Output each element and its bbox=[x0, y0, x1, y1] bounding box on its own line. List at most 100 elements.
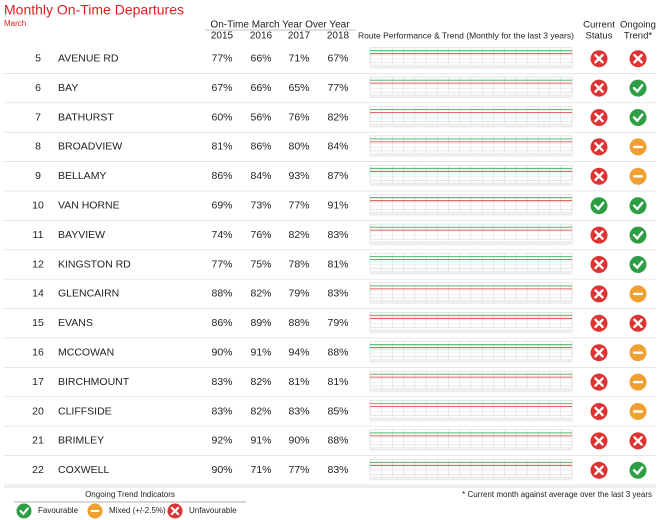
on-time-value: 86% bbox=[211, 317, 232, 329]
indicator-glyph bbox=[632, 201, 644, 211]
route-number: 5 bbox=[35, 52, 41, 64]
legend-title: Ongoing Trend Indicators bbox=[85, 490, 175, 499]
sparkline bbox=[369, 341, 573, 363]
indicator-glyph bbox=[170, 506, 180, 516]
indicator-unfavourable bbox=[590, 79, 608, 97]
indicator-glyph bbox=[594, 347, 604, 358]
title: Monthly On-Time Departures bbox=[4, 2, 184, 18]
route-name: MCCOWAN bbox=[58, 346, 114, 358]
route-name: BELLAMY bbox=[58, 170, 106, 182]
sparkline-label-band bbox=[370, 270, 572, 275]
indicator-circle bbox=[629, 79, 647, 97]
indicator-circle bbox=[629, 256, 647, 273]
on-time-value: 94% bbox=[288, 346, 309, 358]
indicator-favourable bbox=[590, 197, 608, 215]
indicator-favourable bbox=[629, 197, 647, 215]
on-time-value: 82% bbox=[250, 405, 271, 417]
indicator-glyph bbox=[593, 201, 605, 211]
on-time-value: 92% bbox=[211, 435, 232, 447]
indicator-unfavourable bbox=[590, 403, 608, 420]
indicator-circle bbox=[590, 197, 608, 215]
sparkline-label-band bbox=[370, 64, 572, 69]
indicator-glyph bbox=[594, 465, 604, 476]
on-time-value: 82% bbox=[250, 288, 271, 300]
route-number: 22 bbox=[32, 464, 44, 476]
sparkline-label-band bbox=[370, 152, 572, 157]
sparkline bbox=[369, 165, 573, 187]
on-time-value: 79% bbox=[327, 317, 348, 329]
route-name: VAN HORNE bbox=[58, 199, 120, 211]
sparkline-label-band bbox=[370, 329, 572, 334]
sparkline bbox=[369, 400, 573, 422]
indicator-unfavourable bbox=[590, 314, 608, 332]
on-time-value: 77% bbox=[211, 52, 232, 64]
on-time-value: 85% bbox=[327, 405, 348, 417]
on-time-value: 77% bbox=[288, 464, 309, 476]
on-time-value: 80% bbox=[288, 141, 309, 153]
sparkline bbox=[369, 370, 573, 393]
ongoing-header: Trend* bbox=[624, 31, 652, 42]
route-number: 20 bbox=[32, 405, 44, 417]
group-header: On-Time March Year Over Year bbox=[210, 20, 350, 31]
route-name: BAY bbox=[58, 82, 78, 94]
on-time-value: 78% bbox=[288, 258, 309, 270]
indicator-mixed bbox=[629, 344, 647, 362]
indicator-circle bbox=[629, 109, 647, 126]
indicator-mixed bbox=[629, 138, 647, 156]
indicator-favourable bbox=[629, 461, 647, 479]
on-time-value: 79% bbox=[288, 288, 309, 300]
sparkline-label-band bbox=[370, 388, 572, 393]
on-time-value: 82% bbox=[327, 111, 348, 123]
on-time-value: 91% bbox=[250, 346, 271, 358]
sparkline bbox=[369, 312, 573, 334]
indicator-unfavourable bbox=[590, 256, 608, 273]
indicator-mixed bbox=[629, 403, 647, 420]
legend-label: Mixed (+/-2.5%) bbox=[109, 506, 166, 515]
year-header: 2018 bbox=[327, 31, 350, 42]
indicator-unfavourable bbox=[590, 50, 608, 68]
indicator-unfavourable bbox=[629, 50, 647, 68]
on-time-value: 83% bbox=[211, 376, 232, 388]
indicator-unfavourable bbox=[629, 314, 647, 332]
indicator-glyph bbox=[594, 53, 604, 64]
indicator-unfavourable bbox=[590, 285, 608, 303]
on-time-value: 83% bbox=[327, 464, 348, 476]
on-time-value: 77% bbox=[327, 82, 348, 94]
indicator-glyph bbox=[594, 289, 604, 299]
indicator-unfavourable bbox=[590, 109, 608, 126]
indicator-unfavourable bbox=[590, 138, 608, 156]
subtitle: March bbox=[4, 19, 26, 28]
sparkline-label-band bbox=[370, 241, 572, 246]
on-time-value: 88% bbox=[327, 346, 348, 358]
indicator-glyph bbox=[594, 406, 604, 417]
indicator-unfavourable bbox=[590, 461, 608, 479]
indicator-circle bbox=[629, 226, 647, 244]
indicator-glyph bbox=[632, 466, 644, 476]
footnote: * Current month against average over the… bbox=[462, 490, 652, 499]
indicator-unfavourable bbox=[590, 432, 608, 450]
route-name: BRIMLEY bbox=[58, 435, 104, 447]
on-time-value: 77% bbox=[288, 199, 309, 211]
indicator-favourable bbox=[629, 109, 647, 126]
indicator-mixed bbox=[629, 167, 647, 185]
indicator-favourable bbox=[629, 256, 647, 273]
indicator-unfavourable bbox=[590, 344, 608, 362]
on-time-value: 93% bbox=[288, 170, 309, 182]
sparkline-label-band bbox=[370, 446, 572, 451]
on-time-value: 83% bbox=[211, 405, 232, 417]
on-time-value: 87% bbox=[327, 170, 348, 182]
on-time-value: 81% bbox=[327, 376, 348, 388]
ongoing-header: Ongoing bbox=[620, 20, 656, 31]
route-name: GLENCAIRN bbox=[58, 288, 119, 300]
indicator-mixed bbox=[629, 373, 647, 391]
indicator-glyph bbox=[633, 318, 643, 329]
on-time-value: 86% bbox=[211, 170, 232, 182]
trend-header: Route Performance & Trend (Monthly for t… bbox=[358, 30, 574, 40]
route-name: BROADVIEW bbox=[58, 141, 122, 153]
on-time-value: 86% bbox=[250, 141, 271, 153]
on-time-value: 81% bbox=[327, 258, 348, 270]
route-name: EVANS bbox=[58, 317, 93, 329]
sparkline-label-band bbox=[370, 358, 572, 363]
indicator-unfavourable bbox=[590, 373, 608, 391]
